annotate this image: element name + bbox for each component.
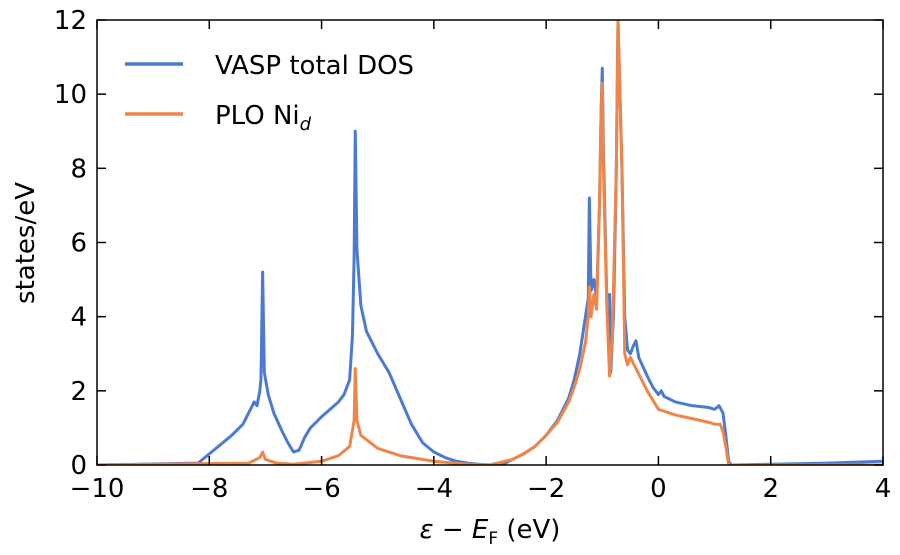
plot-frame xyxy=(96,19,884,466)
y-tick-label: 0 xyxy=(70,451,87,481)
x-tick-label: −4 xyxy=(415,474,453,504)
y-tick-label: 2 xyxy=(70,377,87,407)
legend-label: PLO Nid xyxy=(215,101,312,135)
legend-name: PLO Ni xyxy=(215,101,300,131)
x-tick-label: 4 xyxy=(875,474,892,504)
y-axis-label: states/eV xyxy=(11,182,41,304)
x-tick-label: 2 xyxy=(762,474,779,504)
y-tick-label: 6 xyxy=(70,229,87,259)
x-label-sub: F xyxy=(488,529,498,549)
legend-name-sub: d xyxy=(300,114,312,135)
series-line xyxy=(97,20,883,465)
legend-label: VASP total DOS xyxy=(215,51,414,81)
x-tick-label: −8 xyxy=(190,474,228,504)
y-tick-label: 10 xyxy=(54,80,87,110)
y-tick-label: 4 xyxy=(70,303,87,333)
x-label-rest: (eV) xyxy=(498,515,560,545)
plot-area xyxy=(97,20,883,465)
y-tick-label: 8 xyxy=(70,154,87,184)
x-tick-label: −6 xyxy=(302,474,340,504)
legend-name: VASP total DOS xyxy=(215,51,414,81)
x-tick-label: 0 xyxy=(650,474,667,504)
x-tick-label: −10 xyxy=(70,474,125,504)
y-tick-label: 12 xyxy=(54,6,87,36)
x-tick-label: −2 xyxy=(527,474,565,504)
x-label-main: ε − E xyxy=(420,515,489,545)
series-line xyxy=(97,20,883,465)
x-axis-label: ε − EF (eV) xyxy=(420,515,561,549)
